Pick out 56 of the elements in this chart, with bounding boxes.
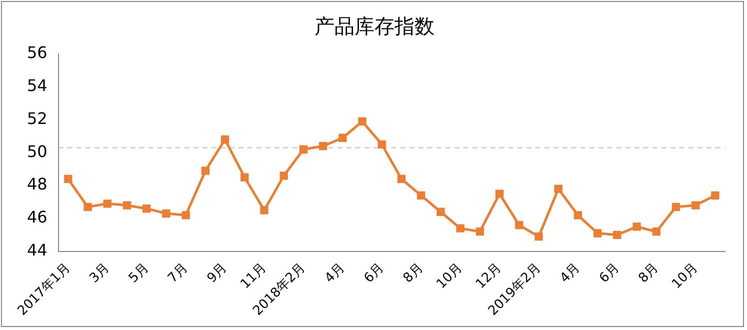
x-tick-label: 4月 bbox=[558, 260, 584, 286]
point bbox=[84, 202, 92, 212]
point bbox=[397, 174, 406, 184]
point bbox=[534, 232, 543, 241]
point bbox=[260, 206, 268, 214]
y-tick-label: 54 bbox=[27, 76, 48, 96]
point bbox=[692, 201, 700, 210]
point bbox=[632, 222, 641, 231]
point bbox=[103, 200, 112, 208]
point bbox=[672, 202, 680, 212]
y-tick-label: 44 bbox=[27, 240, 48, 260]
point bbox=[162, 209, 170, 218]
x-tick-label: 9月 bbox=[204, 260, 230, 286]
x-tick-label: 8月 bbox=[636, 260, 662, 286]
x-tick-label: 10月 bbox=[669, 260, 701, 292]
point bbox=[220, 135, 230, 144]
point bbox=[476, 228, 484, 236]
x-tick-label: 6月 bbox=[361, 260, 388, 286]
x-tick-label: 11月 bbox=[238, 260, 270, 292]
point bbox=[574, 211, 582, 220]
point bbox=[240, 173, 249, 182]
y-tick-label: 50 bbox=[27, 142, 48, 161]
point bbox=[182, 211, 190, 220]
point bbox=[711, 191, 720, 200]
y-tick-label: 52 bbox=[27, 108, 48, 128]
point bbox=[299, 145, 308, 154]
point bbox=[201, 166, 210, 175]
point bbox=[613, 230, 622, 239]
chart-title: 产品库存指数 bbox=[314, 14, 434, 38]
x-tick-label: 6月 bbox=[596, 260, 622, 286]
x-tick-label: 5月 bbox=[126, 260, 152, 286]
x-tick-label: 7月 bbox=[165, 260, 192, 286]
x-tick-label: 3月 bbox=[86, 260, 113, 286]
point bbox=[436, 208, 445, 216]
point bbox=[338, 134, 347, 142]
x-tick-label: 10月 bbox=[434, 260, 466, 292]
x-tick-label: 8月 bbox=[400, 260, 426, 286]
y-tick-label: 56 bbox=[27, 43, 48, 62]
point bbox=[515, 220, 524, 230]
point bbox=[122, 201, 132, 210]
point bbox=[495, 190, 504, 198]
point bbox=[652, 228, 660, 236]
x-tick-label: 4月 bbox=[322, 260, 348, 286]
x-tick-label: 12月 bbox=[473, 260, 505, 292]
point bbox=[358, 117, 366, 126]
y-tick-label: 46 bbox=[27, 208, 48, 227]
y-tick-label: 48 bbox=[27, 174, 48, 194]
point bbox=[456, 224, 464, 232]
point bbox=[318, 142, 328, 150]
point bbox=[378, 140, 386, 149]
point bbox=[280, 172, 288, 180]
point bbox=[64, 174, 72, 184]
point bbox=[554, 184, 562, 193]
point bbox=[142, 204, 151, 213]
point bbox=[593, 229, 602, 238]
point bbox=[417, 191, 426, 200]
